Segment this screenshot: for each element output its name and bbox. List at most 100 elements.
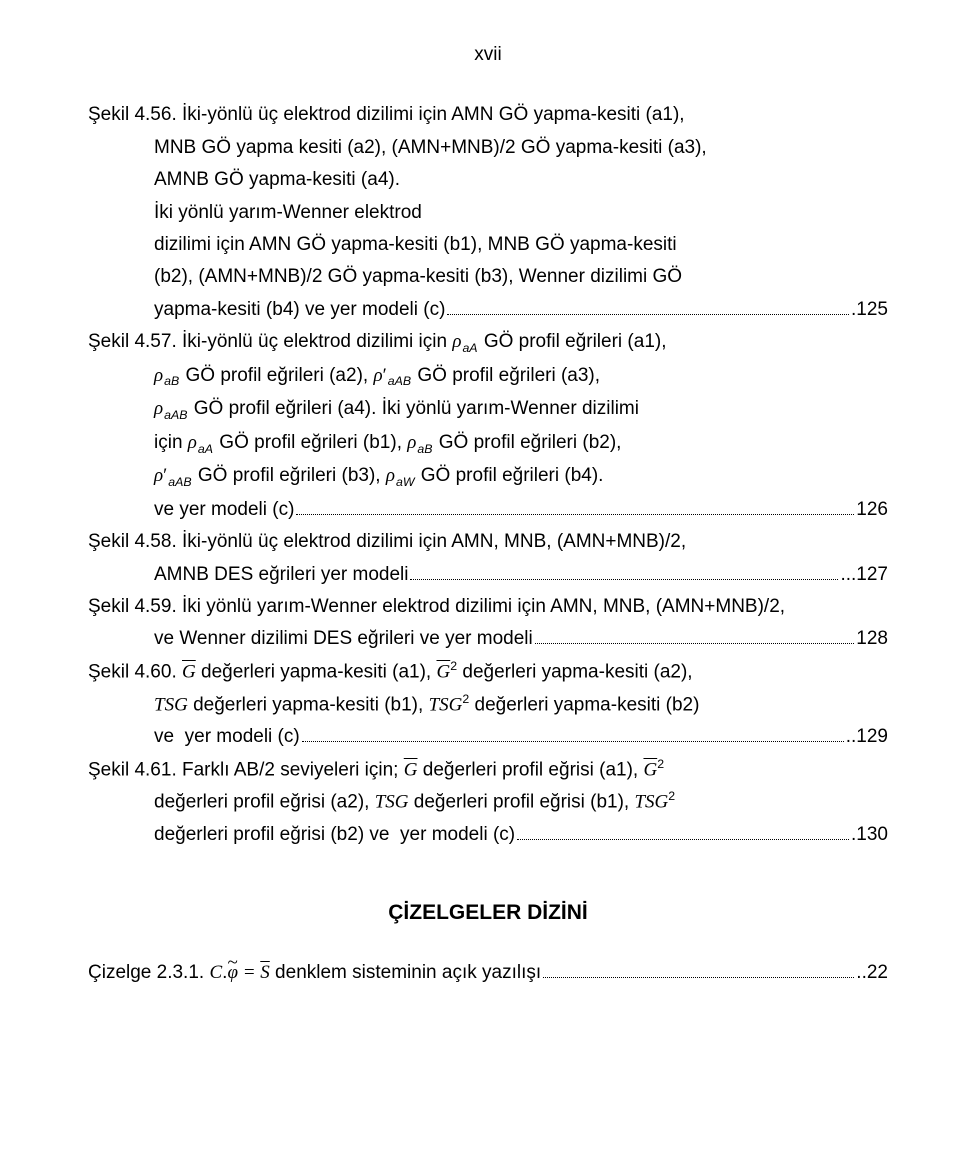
entry-last-row: yapma-kesiti (b4) ve yer modeli (c) .125 [88, 295, 888, 325]
phi-tilde: φ [227, 958, 238, 988]
text: GÖ profil eğrileri (a3), [412, 365, 600, 386]
entry-line: İki yönlü yarım-Wenner elektrod [88, 198, 888, 228]
rho-symbol: ρ [452, 331, 461, 352]
entry-line: ρaB GÖ profil eğrileri (a2), ρ′aAB GÖ pr… [88, 361, 888, 393]
text: Şekil 4.60. [88, 661, 182, 682]
rho-symbol: ρ [154, 398, 163, 419]
s-bar: S [260, 962, 270, 983]
rho-symbol: ρ [188, 432, 197, 453]
entry-page: ..129 [846, 722, 888, 752]
text: değerleri yapma-kesiti (a1), [196, 661, 437, 682]
rho-subscript: aB [164, 374, 179, 388]
entry-sekil-4-61: Şekil 4.61. Farklı AB/2 seviyeleri için;… [88, 755, 888, 851]
entry-line: ρaAB GÖ profil eğrileri (a4). İki yönlü … [88, 394, 888, 426]
leader-dots [535, 626, 855, 644]
entry-last-text: ve yer modeli (c) [154, 722, 300, 752]
entry-line: değerleri profil eğrisi (a2), TSG değerl… [88, 787, 888, 818]
leader-dots [447, 297, 849, 315]
entry-line: TSG değerleri yapma-kesiti (b1), TSG2 de… [88, 690, 888, 721]
rho-subscript: aAB [388, 374, 411, 388]
page-header: xvii [88, 40, 888, 70]
entry-last-row: ve Wenner dizilimi DES eğrileri ve yer m… [88, 624, 888, 654]
text: değerleri profil eğrisi (a1), [417, 759, 643, 780]
entry-last-row: değerleri profil eğrisi (b2) ve yer mode… [88, 820, 888, 850]
text: GÖ profil eğrileri (a2), [180, 365, 373, 386]
g-bar: G [437, 661, 451, 682]
text: için [154, 432, 188, 453]
entry-line: Şekil 4.56. İki-yönlü üç elektrod dizili… [88, 100, 888, 130]
superscript-2: 2 [668, 789, 675, 803]
g-bar: G [643, 759, 657, 780]
entry-cizelge-2-3-1: Çizelge 2.3.1. C.φ = S denklem sistemini… [88, 958, 888, 988]
g-bar: G [404, 759, 418, 780]
entry-line: Şekil 4.59. İki yönlü yarım-Wenner elekt… [88, 592, 888, 622]
entry-sekil-4-58: Şekil 4.58. İki-yönlü üç elektrod dizili… [88, 527, 888, 590]
text: denklem sisteminin açık yazılışı [270, 962, 541, 983]
rho-symbol: ρ [373, 365, 382, 386]
entry-page: .130 [851, 820, 888, 850]
entry-sekil-4-59: Şekil 4.59. İki yönlü yarım-Wenner elekt… [88, 592, 888, 655]
superscript-2: 2 [657, 757, 664, 771]
entry-line: Şekil 4.58. İki-yönlü üç elektrod dizili… [88, 527, 888, 557]
tsg-italic: TSG [429, 694, 463, 715]
entry-last-text: değerleri profil eğrisi (b2) ve yer mode… [154, 820, 515, 850]
text: Çizelge 2.3.1. [88, 962, 209, 983]
equals: = [238, 962, 260, 983]
text: değerleri yapma-kesiti (a2), [457, 661, 692, 682]
text: Şekil 4.61. Farklı AB/2 seviyeleri için; [88, 759, 404, 780]
text: GÖ profil eğrileri (b3), [193, 465, 386, 486]
entry-last-row: Çizelge 2.3.1. C.φ = S denklem sistemini… [88, 958, 888, 988]
entry-line: AMNB GÖ yapma-kesiti (a4). [88, 165, 888, 195]
entry-sekil-4-56: Şekil 4.56. İki-yönlü üç elektrod dizili… [88, 100, 888, 325]
text: GÖ profil eğrileri (b1), [214, 432, 407, 453]
entry-line: MNB GÖ yapma kesiti (a2), (AMN+MNB)/2 GÖ… [88, 133, 888, 163]
leader-dots [517, 822, 849, 840]
text: değerleri yapma-kesiti (b1), [188, 694, 429, 715]
rho-symbol: ρ [407, 432, 416, 453]
entry-last-row: ve yer modeli (c) ..129 [88, 722, 888, 752]
tsg-italic: TSG [375, 792, 409, 813]
entry-page: .125 [851, 295, 888, 325]
text: değerleri yapma-kesiti (b2) [469, 694, 699, 715]
entry-line: ρ′aAB GÖ profil eğrileri (b3), ρaW GÖ pr… [88, 461, 888, 493]
rho-symbol: ρ [386, 465, 395, 486]
entry-last-row: ve yer modeli (c) 126 [88, 495, 888, 525]
g-bar: G [182, 661, 196, 682]
rho-subscript: aA [198, 442, 213, 456]
prime-symbol: ′ [383, 365, 387, 386]
prime-symbol: ′ [163, 465, 167, 486]
section-title: ÇİZELGELER DİZİNİ [88, 896, 888, 930]
entry-sekil-4-57: Şekil 4.57. İki-yönlü üç elektrod dizili… [88, 327, 888, 525]
entry-last-text: yapma-kesiti (b4) ve yer modeli (c) [154, 295, 445, 325]
rho-subscript: aAB [164, 408, 187, 422]
text: GÖ profil eğrileri (a1), [479, 331, 667, 352]
entry-last-text: ve yer modeli (c) [154, 495, 294, 525]
rho-symbol: ρ [154, 365, 163, 386]
entry-line: Şekil 4.60. G değerleri yapma-kesiti (a1… [88, 657, 888, 688]
entry-last-text: AMNB DES eğrileri yer modeli [154, 560, 408, 590]
entry-page: 126 [856, 495, 888, 525]
tsg-italic: TSG [154, 694, 188, 715]
entry-line: Şekil 4.61. Farklı AB/2 seviyeleri için;… [88, 755, 888, 786]
entry-page: 128 [856, 624, 888, 654]
entry-page: ..22 [856, 958, 888, 988]
rho-subscript: aW [396, 475, 415, 489]
leader-dots [410, 562, 838, 580]
entry-line: dizilimi için AMN GÖ yapma-kesiti (b1), … [88, 230, 888, 260]
text: GÖ profil eğrileri (b4). [416, 465, 604, 486]
page-root: xvii Şekil 4.56. İki-yönlü üç elektrod d… [0, 0, 960, 1161]
rho-symbol: ρ [154, 465, 163, 486]
leader-dots [543, 960, 854, 978]
entry-sekil-4-60: Şekil 4.60. G değerleri yapma-kesiti (a1… [88, 657, 888, 753]
text: değerleri profil eğrisi (a2), [154, 792, 375, 813]
rho-subscript: aAB [168, 475, 191, 489]
text: Şekil 4.57. İki-yönlü üç elektrod dizili… [88, 331, 452, 352]
entry-last-text: ve Wenner dizilimi DES eğrileri ve yer m… [154, 624, 533, 654]
entry-last-row: AMNB DES eğrileri yer modeli ...127 [88, 560, 888, 590]
text: GÖ profil eğrileri (b2), [434, 432, 622, 453]
tsg-italic: TSG [634, 792, 668, 813]
text: GÖ profil eğrileri (a4). İki yönlü yarım… [188, 398, 639, 419]
entry-page: ...127 [840, 560, 888, 590]
rho-subscript: aB [417, 442, 432, 456]
entry-line: için ρaA GÖ profil eğrileri (b1), ρaB GÖ… [88, 428, 888, 460]
